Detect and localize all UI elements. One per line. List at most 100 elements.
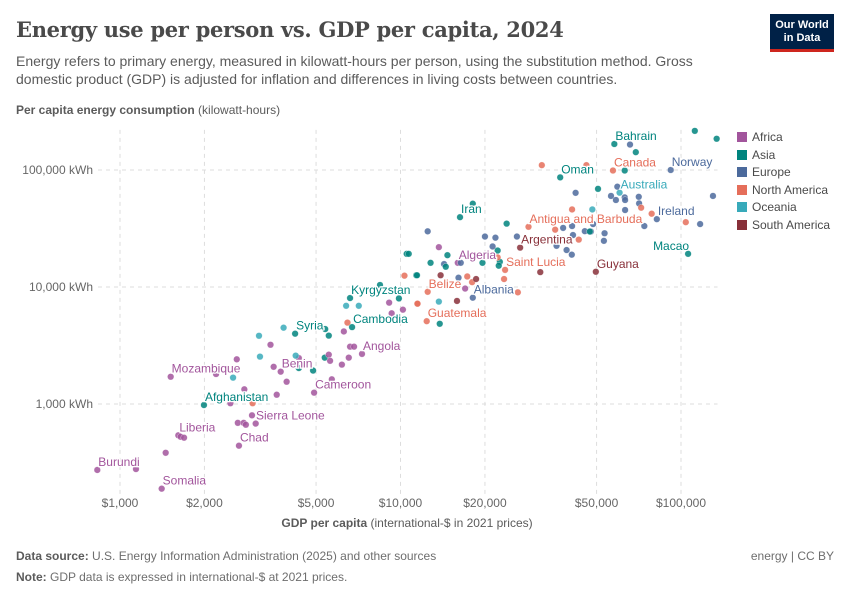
data-source: Data source: U.S. Energy Information Adm… xyxy=(16,549,436,563)
data-point xyxy=(568,222,576,230)
legend-item-south-america[interactable]: South America xyxy=(737,218,830,232)
point-label: Canada xyxy=(614,156,656,170)
data-point xyxy=(621,206,629,214)
point-label: Iran xyxy=(461,202,482,216)
data-point xyxy=(310,389,318,397)
legend-swatch xyxy=(737,149,747,160)
data-point xyxy=(709,192,717,200)
data-point xyxy=(350,343,358,351)
data-point xyxy=(503,220,511,228)
legend-swatch xyxy=(737,132,747,142)
y-axis-label-bold: Per capita energy consumption xyxy=(16,103,195,117)
data-point xyxy=(463,273,471,280)
data-point xyxy=(575,236,583,244)
point-label: Algeria xyxy=(459,248,497,262)
data-point xyxy=(413,271,421,279)
data-point xyxy=(233,355,241,363)
legend-label: Africa xyxy=(752,130,783,144)
point-label: Bahrain xyxy=(615,129,656,143)
data-point xyxy=(385,299,393,307)
data-point xyxy=(563,246,571,254)
data-point xyxy=(395,294,403,302)
data-source-label: Data source: xyxy=(16,549,89,563)
x-tick-label: $20,000 xyxy=(463,496,507,510)
data-point xyxy=(270,363,278,371)
data-point xyxy=(321,325,329,333)
data-point xyxy=(388,309,396,317)
data-point xyxy=(640,222,648,230)
data-point xyxy=(626,141,634,149)
data-point xyxy=(553,242,560,250)
data-point xyxy=(684,250,692,258)
legend-label: Asia xyxy=(752,147,776,162)
data-point xyxy=(592,268,600,276)
data-point xyxy=(292,352,300,360)
point-label: Syria xyxy=(296,319,324,333)
point-label: Albania xyxy=(474,283,514,297)
data-point xyxy=(691,127,699,135)
data-point xyxy=(212,370,220,378)
data-point xyxy=(456,213,464,221)
data-point xyxy=(414,300,421,308)
x-tick-label: $1,000 xyxy=(102,496,139,510)
data-point xyxy=(200,401,208,409)
point-label: Burundi xyxy=(98,455,139,469)
legend-item-oceania[interactable]: Oceania xyxy=(737,200,797,214)
data-point xyxy=(167,373,175,381)
data-point xyxy=(653,215,661,223)
data-point xyxy=(436,320,444,328)
point-label: Cameroon xyxy=(315,378,371,392)
data-point xyxy=(538,161,546,169)
data-point xyxy=(255,332,263,340)
data-point xyxy=(609,167,617,174)
point-label: Ireland xyxy=(658,204,695,218)
data-point xyxy=(252,420,260,428)
data-point xyxy=(326,357,334,365)
data-point xyxy=(423,317,431,325)
data-point xyxy=(401,272,408,280)
data-point xyxy=(427,259,435,267)
data-point xyxy=(501,266,509,274)
data-point xyxy=(435,243,443,251)
y-tick-label: 10,000 kWh xyxy=(29,280,93,294)
point-label: Sierra Leone xyxy=(256,408,325,422)
data-source-text[interactable]: U.S. Energy Information Administration (… xyxy=(92,549,437,563)
point-label: Chad xyxy=(240,431,269,445)
point-label: Mozambique xyxy=(172,362,241,376)
legend-label: Europe xyxy=(752,165,791,180)
owid-logo[interactable]: Our World in Data xyxy=(770,14,834,52)
x-tick-label: $5,000 xyxy=(298,496,335,510)
legend-item-asia[interactable]: Asia xyxy=(737,148,775,162)
point-label: Cambodia xyxy=(353,312,408,326)
data-point xyxy=(637,204,645,212)
point-label: Guyana xyxy=(597,257,639,271)
data-point xyxy=(469,200,477,208)
data-point xyxy=(399,306,407,314)
data-point xyxy=(229,374,237,382)
point-label: Somalia xyxy=(163,474,207,488)
data-point xyxy=(495,262,503,270)
data-point xyxy=(328,375,336,383)
data-point xyxy=(338,361,346,369)
data-point xyxy=(325,351,333,359)
data-point xyxy=(713,135,721,143)
data-point xyxy=(424,227,432,235)
license-text[interactable]: energy | CC BY xyxy=(750,549,834,563)
legend-swatch xyxy=(737,184,747,195)
legend-item-north-america[interactable]: North America xyxy=(737,183,828,197)
data-point xyxy=(277,368,285,376)
legend-item-africa[interactable]: Africa xyxy=(737,130,783,144)
legend-label: North America xyxy=(752,182,829,197)
data-point xyxy=(234,419,242,427)
data-point xyxy=(442,263,450,271)
legend-item-europe[interactable]: Europe xyxy=(737,165,791,179)
y-axis-label: Per capita energy consumption (kilowatt-… xyxy=(16,103,280,117)
data-point xyxy=(569,231,577,239)
data-point xyxy=(295,364,303,372)
note-text: GDP data is expressed in international-$… xyxy=(50,570,348,584)
data-point xyxy=(376,281,384,289)
data-point xyxy=(309,367,317,375)
x-axis-label-unit: (international-$ in 2021 prices) xyxy=(367,516,533,530)
data-point xyxy=(667,166,675,174)
